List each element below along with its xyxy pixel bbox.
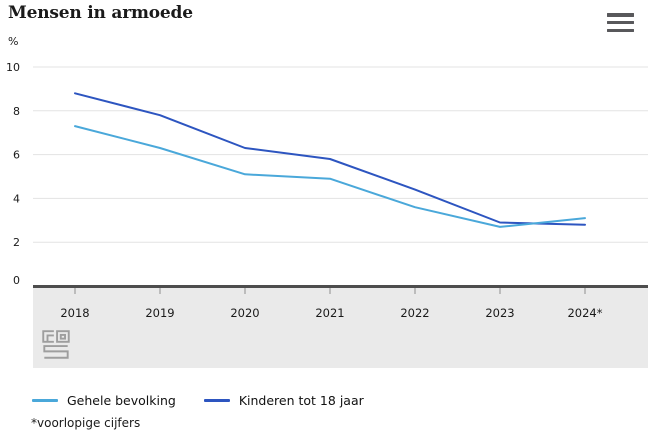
y-tick-label: 10: [6, 61, 20, 74]
x-tick-label: 2024*: [567, 306, 602, 320]
hamburger-menu-icon[interactable]: [607, 13, 634, 32]
x-tick-label: 2022: [400, 306, 429, 320]
poverty-chart: 0 2 4 6 8 10 2018 2019 2020 2021 2022 2023 2024*: [6, 61, 648, 368]
legend-label: Kinderen tot 18 jaar: [238, 393, 364, 408]
legend-line-swatch: [32, 399, 58, 402]
legend-item-kinderen[interactable]: Kinderen tot 18 jaar: [203, 393, 364, 408]
x-tick-label: 2021: [315, 306, 344, 320]
y-tick-label: 2: [13, 236, 20, 249]
x-tick-label: 2018: [60, 306, 89, 320]
legend-line-swatch: [203, 399, 230, 402]
page-title: Mensen in armoede: [8, 3, 193, 23]
x-tick-label: 2023: [485, 306, 514, 320]
legend-item-gehele-bevolking[interactable]: Gehele bevolking: [32, 393, 176, 408]
footnote: *voorlopige cijfers: [31, 416, 141, 430]
y-tick-label: 4: [13, 192, 20, 205]
y-tick-label: 0: [13, 274, 20, 287]
series-line-gehele-bevolking[interactable]: [74, 125, 586, 228]
cbs-logo-icon: [42, 330, 70, 359]
x-tick-label: 2020: [230, 306, 259, 320]
x-axis-band: [33, 288, 648, 368]
legend-label: Gehele bevolking: [67, 393, 176, 408]
series-line-kinderen[interactable]: [74, 92, 586, 226]
y-tick-label: 8: [13, 105, 20, 118]
y-axis-unit-label: %: [8, 35, 19, 48]
y-tick-label: 6: [13, 149, 20, 162]
chart-legend: Gehele bevolking Kinderen tot 18 jaar: [32, 393, 364, 408]
x-tick-label: 2019: [145, 306, 174, 320]
